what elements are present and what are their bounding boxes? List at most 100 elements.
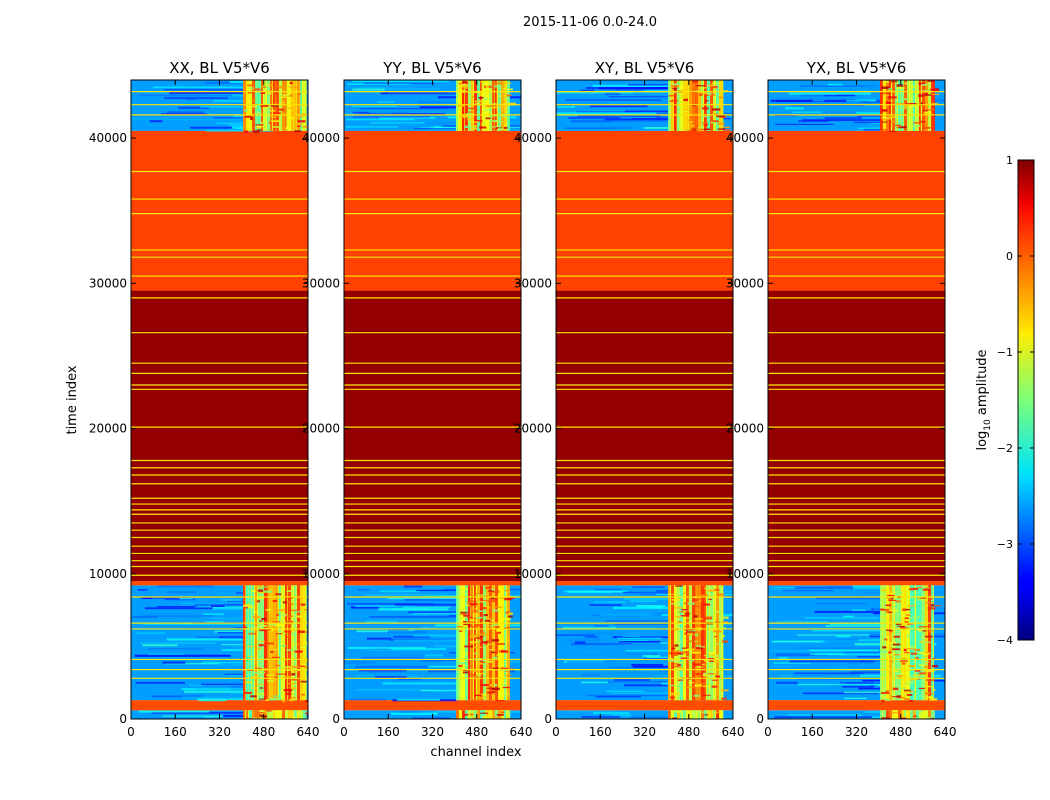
noise-streak [827,667,916,670]
rfi-speck [255,111,262,114]
noise-streak [224,673,245,675]
noise-streak [194,603,257,606]
rfi-speck [706,673,716,675]
rfi-channel [297,710,300,719]
rfi-channel [258,585,262,701]
rfi-channel [243,80,247,131]
rfi-speck [285,615,293,617]
rfi-channel [279,585,281,701]
x-tick-label: 640 [934,725,957,739]
noise-streak [785,107,804,110]
rfi-channel [288,80,291,131]
rfi-speck [498,105,508,108]
rfi-speck [910,652,918,655]
rfi-speck [688,685,693,687]
noise-streak [351,105,398,108]
rfi-speck [674,644,679,647]
rfi-speck [291,673,296,676]
rfi-speck [696,665,701,667]
rfi-speck [464,604,471,607]
colorbar-label: log10 amplitude [975,349,993,450]
heatmap-region [344,700,521,711]
rfi-channel [907,710,911,719]
rfi-speck [907,605,915,607]
rfi-speck [481,621,488,624]
rfi-channel [495,80,497,131]
rfi-speck [456,99,462,101]
rfi-speck [885,101,892,104]
noise-streak [581,684,615,687]
rfi-channel [689,710,691,719]
noise-streak [626,591,685,594]
rfi-speck [908,665,916,668]
rfi-channel [677,80,680,131]
rfi-speck [299,665,306,667]
rfi-channel [677,710,680,719]
rfi-speck [670,652,679,655]
noise-streak [829,623,905,625]
rfi-speck [918,664,926,667]
rfi-speck [882,118,891,120]
rfi-speck [300,603,306,606]
rfi-channel [297,80,300,131]
colorbar: 1 0 −1 −2 −3 −4 log10 amplitude [975,154,1035,647]
rfi-channel [716,585,720,701]
rfi-speck [906,622,914,625]
rfi-speck [286,590,293,592]
noise-streak [643,658,691,660]
y-tick-label: 30000 [514,276,552,290]
rfi-speck [892,687,899,691]
rfi-speck [923,94,931,96]
noise-streak [394,639,472,642]
x-tick-label: 320 [845,725,868,739]
rfi-speck [683,592,687,595]
noise-streak [811,630,887,632]
rfi-speck [291,609,299,612]
noise-streak [211,605,225,607]
rfi-speck [890,120,897,123]
rfi-speck [504,617,511,621]
rfi-channel [916,710,919,719]
rfi-channel [898,80,901,131]
rfi-speck [289,603,294,606]
rfi-speck [695,627,703,630]
rfi-speck [484,642,488,645]
heatmap-region [344,130,521,291]
rfi-speck [268,83,274,87]
rfi-speck [694,618,703,620]
rfi-speck [669,696,676,699]
rfi-speck [476,616,483,619]
noise-streak [166,118,253,121]
y-tick-label: 20000 [726,422,764,436]
rfi-speck [722,640,729,643]
rfi-speck [881,717,890,719]
rfi-channel [698,80,702,131]
rfi-speck [486,691,495,694]
noise-streak [382,682,456,685]
noise-streak [624,110,681,113]
noise-streak [863,128,886,131]
rfi-channel [910,710,914,719]
rfi-speck [906,634,913,638]
rfi-channel [288,710,291,719]
rfi-speck [922,81,927,83]
rfi-speck [480,631,485,634]
noise-streak [622,635,640,637]
noise-streak [834,690,894,693]
noise-streak [843,691,898,694]
rfi-speck [478,93,484,96]
rfi-speck [244,84,249,86]
rfi-speck [905,608,911,611]
rfi-speck [881,109,888,112]
heatmap-region [556,581,733,586]
rfi-channel [677,585,681,701]
rfi-speck [480,81,486,83]
rfi-speck [888,629,894,633]
noise-streak [772,588,783,590]
rfi-channel [291,80,294,131]
rfi-speck [463,624,468,628]
noise-streak [205,129,274,132]
rfi-speck [717,122,725,125]
rfi-speck [686,130,694,133]
rfi-channel [671,710,675,719]
